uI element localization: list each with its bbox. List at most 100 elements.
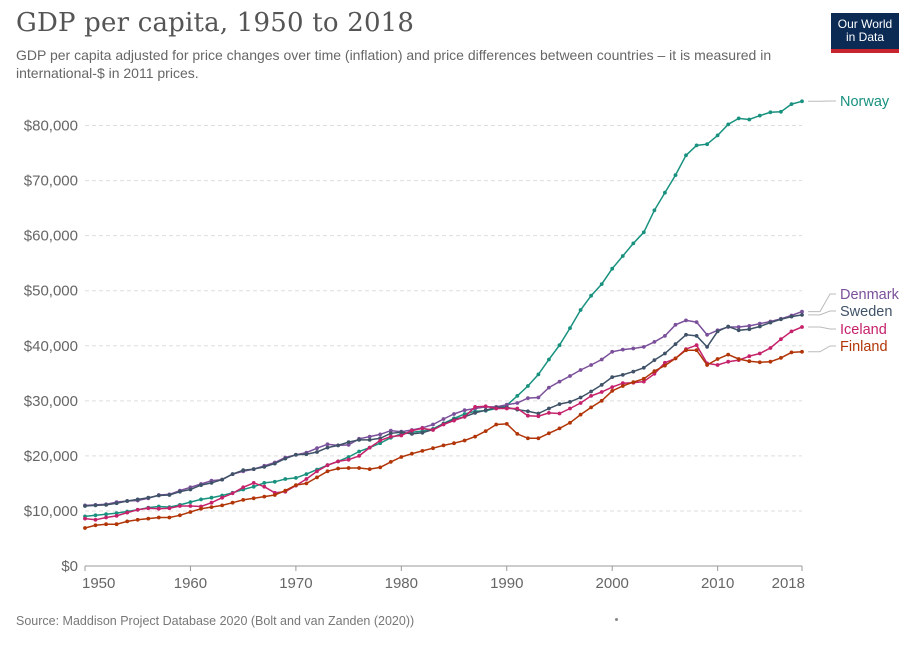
x-axis: 1950 1960 1970 1980 1990 2000 2010 2018 [82, 566, 805, 592]
data-point [135, 507, 140, 512]
data-point [156, 493, 161, 498]
data-point [631, 369, 636, 374]
data-point [325, 469, 330, 474]
data-point [779, 356, 783, 360]
data-point [399, 430, 404, 435]
data-point [736, 328, 741, 333]
x-tick-label: 1990 [490, 575, 523, 592]
data-point [526, 413, 530, 418]
data-point [631, 380, 636, 384]
data-point [684, 153, 688, 158]
data-point [800, 309, 804, 314]
data-point [757, 321, 762, 326]
data-point [251, 496, 256, 501]
data-point [367, 434, 372, 439]
data-point [125, 499, 130, 503]
data-point [515, 406, 520, 411]
data-point [431, 428, 435, 432]
data-point [694, 343, 699, 348]
chart-subtitle: GDP per capita adjusted for price change… [16, 47, 772, 81]
data-point [768, 110, 773, 115]
data-point [431, 446, 435, 451]
data-point [462, 408, 467, 413]
data-point [779, 317, 783, 322]
data-point [547, 357, 551, 362]
y-tick-label: $80,000 [24, 118, 78, 135]
data-point [578, 412, 583, 417]
data-point [757, 113, 762, 118]
data-point [536, 436, 541, 441]
data-point [325, 463, 330, 468]
data-point [346, 457, 351, 462]
data-point [251, 484, 256, 489]
our-world-in-data-logo[interactable]: Our World in Data [831, 13, 899, 53]
x-tick-label: 1980 [385, 575, 418, 592]
label-leader-line [808, 326, 836, 330]
data-point [346, 440, 351, 444]
data-point [304, 452, 309, 457]
data-point [684, 332, 688, 337]
data-point [251, 467, 256, 471]
data-point [241, 485, 246, 490]
data-point [199, 506, 203, 511]
data-point [336, 443, 340, 448]
data-point [568, 374, 572, 378]
data-point [315, 450, 319, 454]
data-point [114, 501, 119, 506]
data-point [420, 449, 425, 453]
data-point [188, 500, 193, 504]
data-point [768, 320, 773, 325]
data-point [620, 373, 625, 377]
data-point [473, 434, 477, 439]
data-point [388, 428, 393, 433]
data-point [504, 402, 509, 407]
data-point [378, 441, 383, 446]
data-point [663, 190, 667, 195]
data-point [768, 359, 773, 364]
data-point [663, 351, 667, 356]
data-point [705, 345, 709, 349]
series-line-norway [84, 100, 803, 518]
data-point [599, 383, 604, 387]
data-point [526, 409, 530, 414]
data-point [483, 429, 488, 433]
data-point [610, 375, 615, 379]
data-point [747, 324, 752, 328]
data-point [178, 513, 182, 518]
data-point [673, 322, 678, 327]
data-point [304, 472, 309, 476]
data-point [431, 422, 435, 427]
data-point [473, 411, 477, 415]
data-point [336, 459, 340, 464]
data-point [652, 358, 657, 362]
series-label-sweden: Sweden [840, 304, 892, 320]
data-point [114, 511, 119, 515]
data-point [483, 408, 488, 413]
data-point [515, 401, 520, 405]
data-point [568, 400, 572, 404]
data-point [504, 422, 509, 426]
data-point [178, 504, 182, 508]
data-point [167, 515, 172, 520]
data-point [357, 454, 361, 458]
data-point [673, 342, 678, 346]
data-point [684, 348, 688, 353]
data-point [610, 385, 615, 389]
data-point [283, 488, 288, 493]
data-point [694, 143, 699, 148]
source-note: Source: Maddison Project Database 2020 (… [16, 614, 415, 628]
data-point [757, 324, 762, 329]
data-point [420, 426, 425, 431]
data-point [209, 505, 214, 509]
data-point [251, 481, 256, 485]
data-point [726, 324, 731, 329]
data-point [262, 484, 267, 489]
data-point [736, 357, 741, 361]
data-point [652, 369, 657, 373]
data-point [705, 363, 709, 367]
data-point [547, 385, 551, 390]
data-point [93, 513, 98, 518]
data-point [167, 493, 172, 497]
data-point [93, 517, 98, 522]
